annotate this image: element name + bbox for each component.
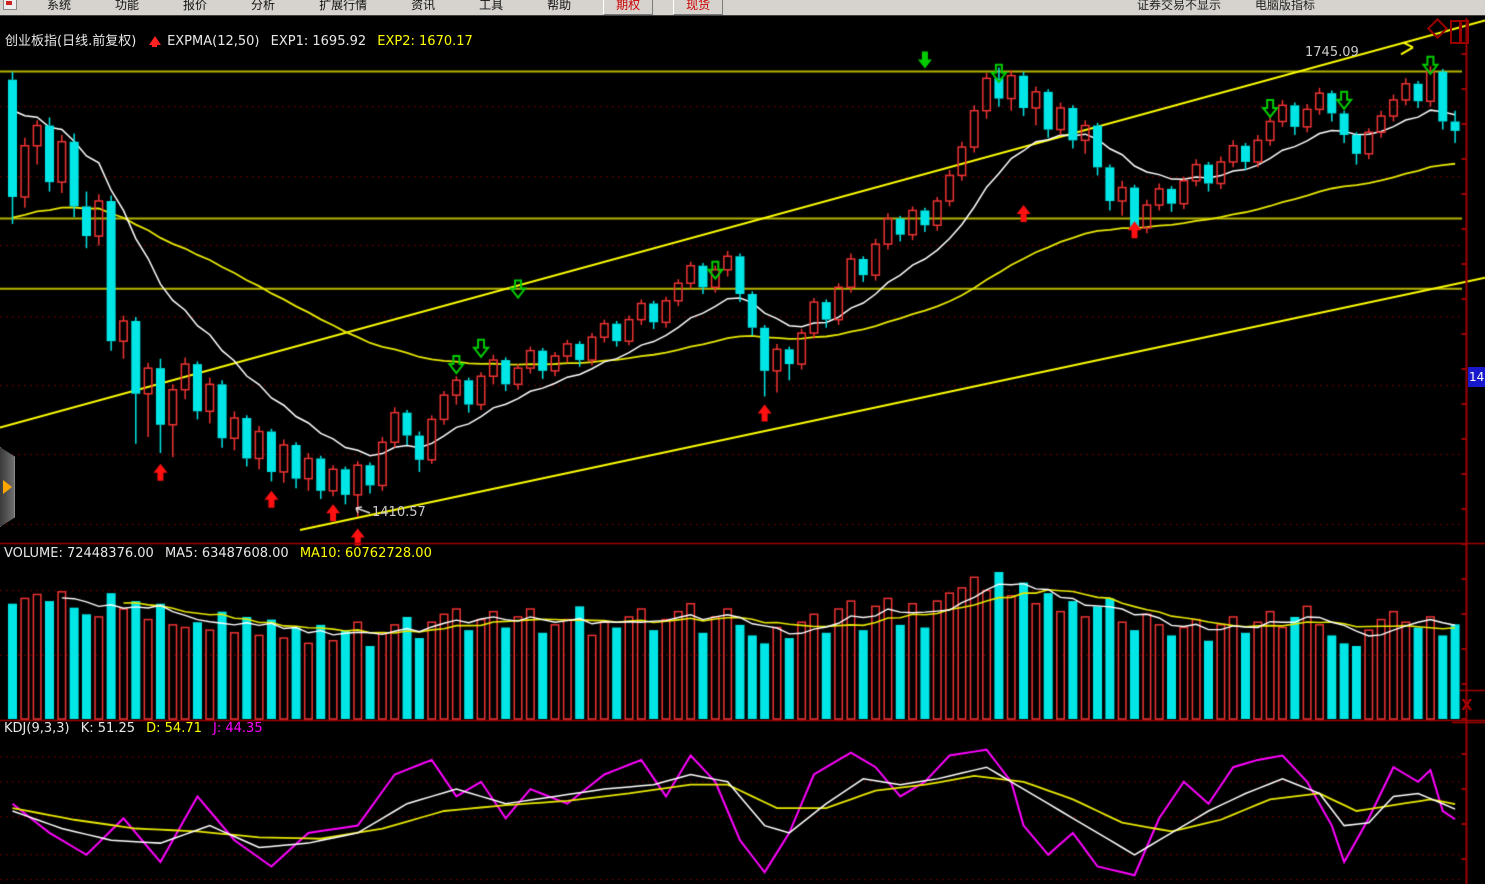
hot-button-2[interactable]: 现货 [673, 0, 724, 15]
indicator-label: EXPMA(12,50) [167, 34, 260, 49]
app-icon[interactable] [3, 0, 17, 10]
low-price-label: 1410.57 [372, 505, 426, 520]
kdj-d-value: D: 54.71 [146, 721, 202, 736]
kdj-indicator-label: KDJ(9,3,3) [4, 721, 70, 736]
volume-ma5-value: MA5: 63487608.00 [164, 546, 289, 561]
volume-ma10-value: MA10: 60762728.00 [299, 546, 432, 561]
menu-item-2[interactable]: 功能 [115, 0, 140, 12]
panel-close-icon[interactable]: X [1461, 696, 1473, 714]
hot-button-1[interactable]: 期权 [603, 0, 654, 15]
high-price-label: 1745.09 [1305, 45, 1359, 60]
exp2-value: EXP2: 1670.17 [377, 34, 473, 49]
menu-bar: 系统 功能 报价 分析 扩展行情 资讯 工具 帮助 期权 现货 证券交易不显示 电脑版指标 [0, 0, 1485, 16]
kdj-title-row: KDJ(9,3,3) K: 51.25 D: 54.71 J: 44.35 [4, 721, 270, 736]
version-label: 电脑版指标 [1254, 0, 1315, 12]
volume-title-row: VOLUME: 72448376.00 MA5: 63487608.00 MA1… [4, 546, 439, 561]
menu-item-5[interactable]: 扩展行情 [319, 0, 368, 12]
volume-value: VOLUME: 72448376.00 [4, 546, 154, 561]
symbol-title: 创业板指(日线.前复权) [5, 34, 137, 49]
sidebar-expand-handle[interactable] [0, 447, 15, 527]
exp1-value: EXP1: 1695.92 [270, 34, 367, 49]
menu-item-4[interactable]: 分析 [251, 0, 276, 12]
main-chart-title-row: 创业板指(日线.前复权) EXPMA(12,50) EXP1: 1695.92 … [5, 30, 480, 49]
menu-item-7[interactable]: 工具 [479, 0, 504, 12]
kdj-j-value: J: 44.35 [213, 721, 263, 736]
menu-item-3[interactable]: 报价 [183, 0, 208, 12]
kdj-k-value: K: 51.25 [80, 721, 135, 736]
expand-arrow-icon [2, 480, 12, 494]
menu-item-1[interactable]: 系统 [47, 0, 72, 12]
menu-item-8[interactable]: 帮助 [547, 0, 572, 12]
status-right: 证券交易不显示 电脑版指标 [1137, 0, 1485, 13]
windows-icon[interactable] [1450, 20, 1469, 44]
axis-price-badge: 14 [1468, 367, 1485, 387]
menu-item-6[interactable]: 资讯 [411, 0, 436, 12]
up-arrow-icon [149, 36, 162, 45]
up-arrow-stem [151, 42, 157, 47]
trade-status-label: 证券交易不显示 [1136, 0, 1221, 12]
